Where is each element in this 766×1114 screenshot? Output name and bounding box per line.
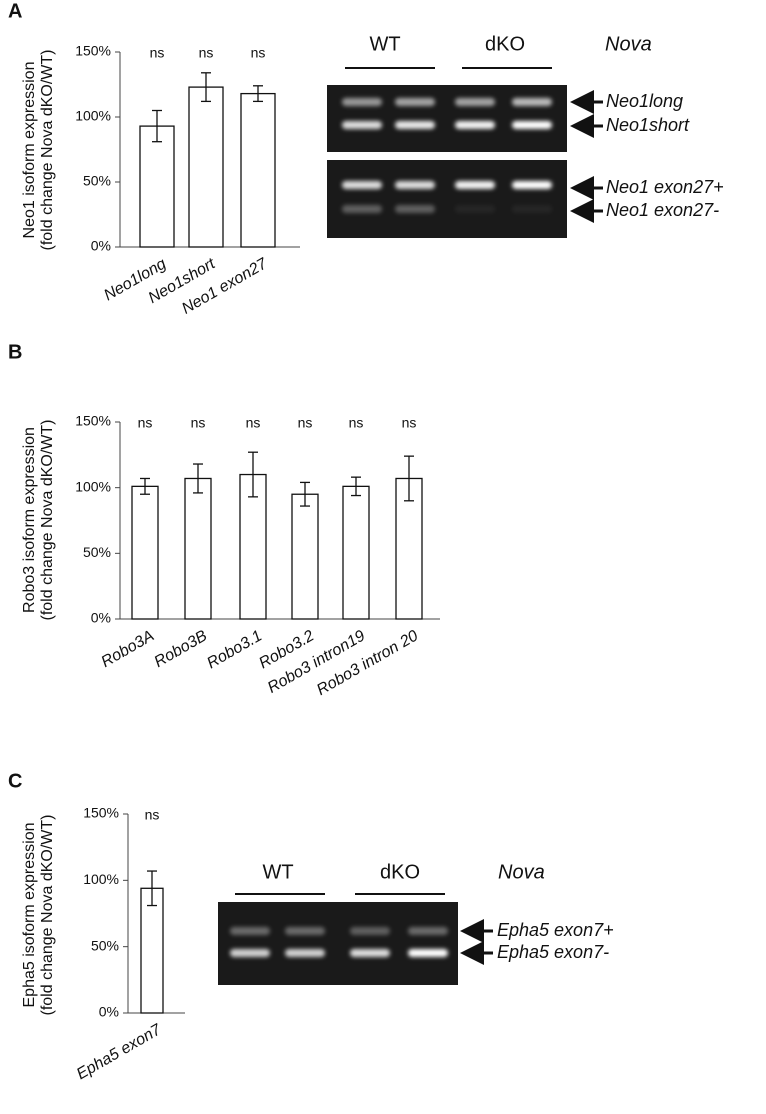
gel-band bbox=[455, 98, 495, 106]
gel-band bbox=[350, 949, 390, 957]
y-axis-label: (fold change Nova dKO/WT) bbox=[39, 420, 56, 621]
y-tick-label: 150% bbox=[83, 805, 119, 821]
error-bar bbox=[152, 109, 162, 143]
gel-band bbox=[230, 927, 270, 935]
annotation: ns bbox=[246, 415, 261, 431]
gel-band bbox=[455, 205, 495, 213]
x-tick-label: Robo3B bbox=[152, 627, 211, 671]
y-tick-label: 100% bbox=[75, 108, 111, 124]
gel-band bbox=[408, 949, 448, 957]
annotation: ns bbox=[298, 415, 313, 431]
gel-band bbox=[408, 927, 448, 935]
x-tick-label: Robo3.1 bbox=[204, 627, 265, 672]
bar bbox=[188, 86, 224, 248]
error-bar bbox=[300, 481, 310, 507]
gel-band bbox=[285, 949, 325, 957]
gel-image bbox=[327, 85, 567, 152]
gel-band bbox=[285, 927, 325, 935]
bar bbox=[131, 485, 159, 620]
gel-band bbox=[342, 205, 382, 213]
y-tick-label: 150% bbox=[75, 43, 111, 59]
gel-band bbox=[230, 949, 270, 957]
error-bar bbox=[253, 85, 263, 103]
gel-band bbox=[512, 98, 552, 106]
lane-label: dKO bbox=[485, 33, 525, 55]
bar bbox=[240, 92, 276, 248]
y-tick-label: 50% bbox=[83, 544, 111, 560]
band-label: Epha5 exon7- bbox=[497, 942, 609, 962]
annotation: ns bbox=[199, 45, 214, 61]
panel-label: C bbox=[8, 770, 22, 792]
gel-band bbox=[455, 121, 495, 129]
y-tick-label: 50% bbox=[83, 173, 111, 189]
bar bbox=[140, 887, 164, 1014]
y-tick-label: 50% bbox=[91, 937, 119, 953]
error-bar bbox=[248, 451, 258, 498]
error-bar bbox=[140, 477, 150, 495]
gel-band bbox=[395, 205, 435, 213]
annotation: ns bbox=[191, 415, 206, 431]
gel-band bbox=[350, 927, 390, 935]
error-bar bbox=[193, 463, 203, 494]
bar bbox=[184, 477, 212, 620]
band-label: Neo1long bbox=[606, 91, 683, 111]
y-tick-label: 150% bbox=[75, 413, 111, 429]
y-tick-label: 100% bbox=[83, 871, 119, 887]
band-label: Neo1 exon27- bbox=[606, 200, 719, 220]
y-axis-label: Robo3 isoform expression bbox=[21, 427, 38, 613]
annotation: ns bbox=[402, 415, 417, 431]
y-tick-label: 0% bbox=[91, 238, 111, 254]
bar bbox=[291, 493, 319, 620]
annotation: ns bbox=[349, 415, 364, 431]
gel-band bbox=[455, 181, 495, 189]
lane-label: dKO bbox=[380, 861, 420, 883]
y-axis-label: Neo1 isoform expression bbox=[21, 62, 38, 239]
gel-band bbox=[395, 181, 435, 189]
error-bar bbox=[147, 870, 157, 907]
x-tick-label: Epha5 exon7 bbox=[74, 1021, 165, 1083]
gel-band bbox=[395, 98, 435, 106]
x-tick-label: Robo3A bbox=[99, 627, 158, 671]
y-axis-label: (fold change Nova dKO/WT) bbox=[39, 815, 56, 1016]
gel-band bbox=[512, 181, 552, 189]
species-label: Nova bbox=[605, 33, 652, 55]
y-axis-label: (fold change Nova dKO/WT) bbox=[39, 50, 56, 251]
lane-label: WT bbox=[262, 861, 293, 883]
band-label: Neo1 exon27+ bbox=[606, 177, 724, 197]
bar bbox=[139, 125, 175, 248]
gel-image bbox=[218, 902, 458, 985]
lane-label: WT bbox=[369, 33, 400, 55]
annotation: ns bbox=[145, 807, 160, 823]
bar bbox=[239, 473, 267, 620]
band-label: Neo1short bbox=[606, 115, 690, 135]
error-bar bbox=[351, 476, 361, 497]
band-label: Epha5 exon7+ bbox=[497, 920, 614, 940]
bar bbox=[395, 477, 423, 620]
annotation: ns bbox=[251, 45, 266, 61]
y-tick-label: 0% bbox=[99, 1004, 119, 1020]
gel-band bbox=[342, 121, 382, 129]
error-bar bbox=[201, 72, 211, 103]
gel-band bbox=[512, 121, 552, 129]
annotation: ns bbox=[138, 415, 153, 431]
gel-band bbox=[395, 121, 435, 129]
species-label: Nova bbox=[498, 861, 545, 883]
y-axis-label: Epha5 isoform expression bbox=[21, 823, 38, 1008]
gel-band bbox=[512, 205, 552, 213]
annotation: ns bbox=[150, 45, 165, 61]
panel-label: B bbox=[8, 341, 22, 363]
gel-band bbox=[342, 181, 382, 189]
gel-band bbox=[342, 98, 382, 106]
y-tick-label: 100% bbox=[75, 478, 111, 494]
gel-image bbox=[327, 160, 567, 238]
error-bar bbox=[404, 455, 414, 502]
bar bbox=[342, 485, 370, 620]
y-tick-label: 0% bbox=[91, 610, 111, 626]
panel-label: A bbox=[8, 0, 22, 22]
